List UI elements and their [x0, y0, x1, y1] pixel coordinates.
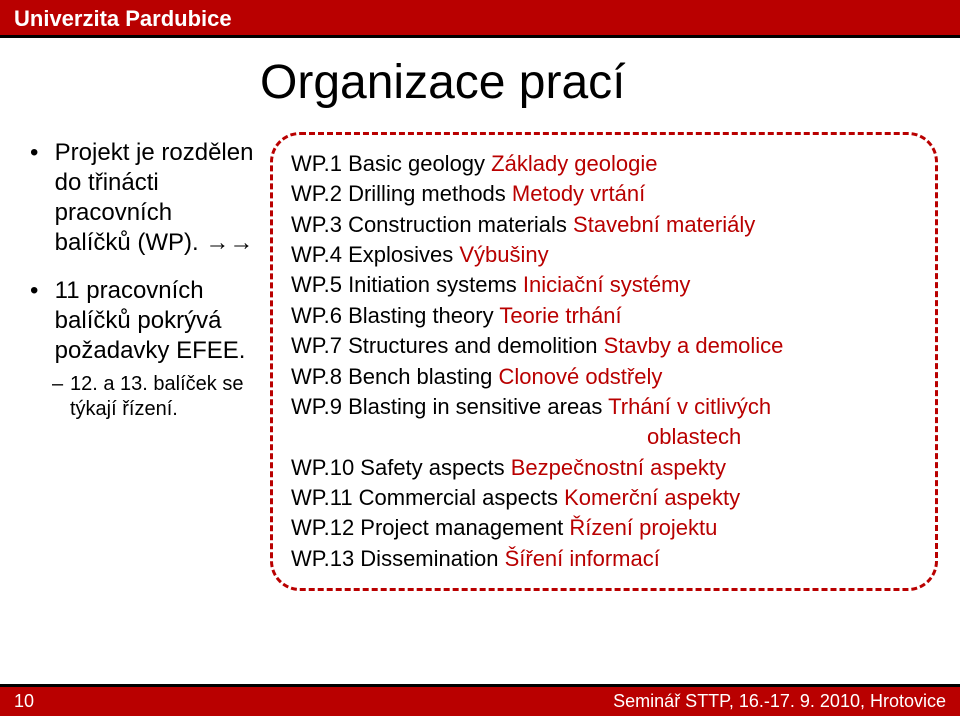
wp-line: oblastech: [291, 422, 921, 452]
wp-translation: Metody vrtání: [512, 181, 645, 206]
wp-prefix: WP.12 Project management: [291, 515, 569, 540]
wp-translation: Trhání v citlivých: [608, 394, 771, 419]
wp-prefix: WP.7 Structures and demolition: [291, 333, 604, 358]
wp-translation: Stavební materiály: [573, 212, 755, 237]
wp-translation: Řízení projektu: [569, 515, 717, 540]
wp-line: WP.8 Bench blasting Clonové odstřely: [291, 362, 921, 392]
left-subbullet-text: 12. a 13. balíček se týkají řízení.: [70, 373, 243, 420]
wp-line: WP.13 Dissemination Šíření informací: [291, 544, 921, 574]
wp-prefix: WP.2 Drilling methods: [291, 181, 512, 206]
left-subbullet: 12. a 13. balíček se týkají řízení.: [30, 372, 255, 422]
slide-footer: 10 Seminář STTP, 16.-17. 9. 2010, Hrotov…: [0, 684, 960, 716]
footer-event: Seminář STTP, 16.-17. 9. 2010, Hrotovice: [613, 691, 946, 712]
wp-prefix: WP.1 Basic geology: [291, 151, 491, 176]
wp-prefix: WP.11 Commercial aspects: [291, 485, 564, 510]
wp-translation: Clonové odstřely: [499, 364, 663, 389]
wp-list-box: WP.1 Basic geology Základy geologieWP.2 …: [270, 132, 938, 591]
wp-prefix: WP.13 Dissemination: [291, 546, 505, 571]
wp-translation: Bezpečnostní aspekty: [511, 455, 726, 480]
slide-title: Organizace prací: [260, 55, 626, 110]
left-bullet-2-text: 11 pracov­ních balíčků pokrývá požadavky…: [55, 276, 255, 366]
wp-prefix: WP.4 Explosives: [291, 242, 459, 267]
wp-prefix: WP.5 Initiation systems: [291, 272, 523, 297]
wp-line: WP.1 Basic geology Základy geologie: [291, 149, 921, 179]
wp-translation: Výbušiny: [459, 242, 548, 267]
wp-line: WP.5 Initiation systems Iniciační systém…: [291, 270, 921, 300]
wp-translation: Iniciační systémy: [523, 272, 691, 297]
wp-line: WP.2 Drilling methods Metody vrtání: [291, 179, 921, 209]
slide-header: Univerzita Pardubice: [0, 0, 960, 38]
wp-prefix: WP.6 Blasting theory: [291, 303, 499, 328]
wp-translation: Šíření informací: [505, 546, 660, 571]
wp-prefix: WP.8 Bench blasting: [291, 364, 499, 389]
wp-line: WP.6 Blasting theory Teorie trhání: [291, 301, 921, 331]
wp-line: WP.4 Explosives Výbušiny: [291, 240, 921, 270]
wp-translation: Základy geologie: [491, 151, 657, 176]
wp-line: WP.12 Project management Řízení projektu: [291, 513, 921, 543]
left-bullet-1: Projekt je rozdělen do třinácti pracovní…: [30, 138, 255, 258]
page-number: 10: [14, 691, 34, 712]
arrow-icon: →→: [205, 229, 253, 256]
left-column: Projekt je rozdělen do třinácti pracovní…: [30, 138, 255, 422]
wp-prefix: WP.9 Blasting in sensitive areas: [291, 394, 608, 419]
wp-translation: oblastech: [647, 424, 741, 449]
wp-line: WP.11 Commercial aspects Komerční aspekt…: [291, 483, 921, 513]
wp-line: WP.3 Construction materials Stavební mat…: [291, 210, 921, 240]
wp-translation: Teorie trhání: [499, 303, 621, 328]
wp-line: WP.9 Blasting in sensitive areas Trhání …: [291, 392, 921, 422]
wp-line: WP.7 Structures and demolition Stavby a …: [291, 331, 921, 361]
university-name: Univerzita Pardubice: [14, 6, 232, 31]
wp-prefix: WP.3 Construction materials: [291, 212, 573, 237]
wp-line: WP.10 Safety aspects Bezpečnostní aspekt…: [291, 453, 921, 483]
wp-prefix: WP.10 Safety aspects: [291, 455, 511, 480]
wp-translation: Stavby a demolice: [604, 333, 784, 358]
wp-translation: Komerční aspekty: [564, 485, 740, 510]
left-bullet-2: 11 pracov­ních balíčků pokrývá požadavky…: [30, 276, 255, 366]
